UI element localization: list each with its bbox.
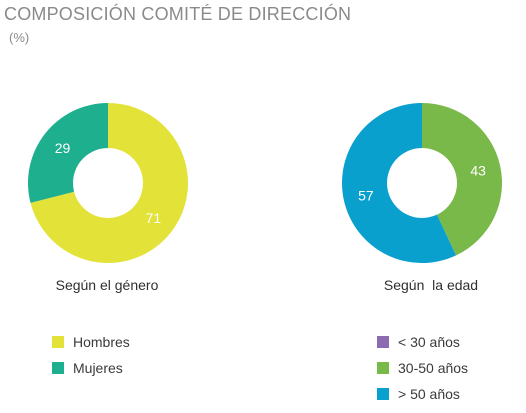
gender-value-label-1: 29	[55, 140, 71, 156]
chart-title: COMPOSICIÓN COMITÉ DE DIRECCIÓN	[4, 4, 352, 24]
legend-gender: Hombres Mujeres	[52, 329, 130, 381]
legend-swatch-30-50	[377, 362, 389, 374]
age-value-label-2: 57	[358, 188, 374, 204]
chart-caption-gender: Según el género	[55, 277, 159, 293]
age-slice-2	[342, 103, 457, 263]
chart-caption-age: Según la edad	[383, 277, 479, 293]
gender-slice-1	[28, 103, 109, 203]
age-slice-1	[422, 103, 503, 256]
legend-swatch-under-30	[377, 336, 389, 348]
legend-swatch-mujeres	[52, 362, 64, 374]
legend-item-under-30: < 30 años	[377, 329, 468, 355]
legend-label-hombres: Hombres	[73, 334, 130, 350]
age-value-label-1: 43	[470, 162, 486, 178]
legend-label-30-50: 30-50 años	[398, 360, 469, 376]
unit-label: (%)	[9, 30, 30, 45]
gender-slice-0	[30, 103, 188, 264]
legend-label-over-50: > 50 años	[398, 386, 460, 402]
legend-swatch-hombres	[52, 336, 64, 348]
legend-label-mujeres: Mujeres	[73, 360, 123, 376]
legend-item-mujeres: Mujeres	[52, 355, 130, 381]
legend-age: < 30 años 30-50 años > 50 años	[377, 329, 468, 407]
legend-label-under-30: < 30 años	[398, 334, 460, 350]
legend-item-over-50: > 50 años	[377, 381, 468, 407]
legend-swatch-over-50	[377, 388, 389, 400]
legend-item-hombres: Hombres	[52, 329, 130, 355]
legend-item-30-50: 30-50 años	[377, 355, 468, 381]
gender-value-label-0: 71	[146, 210, 162, 226]
